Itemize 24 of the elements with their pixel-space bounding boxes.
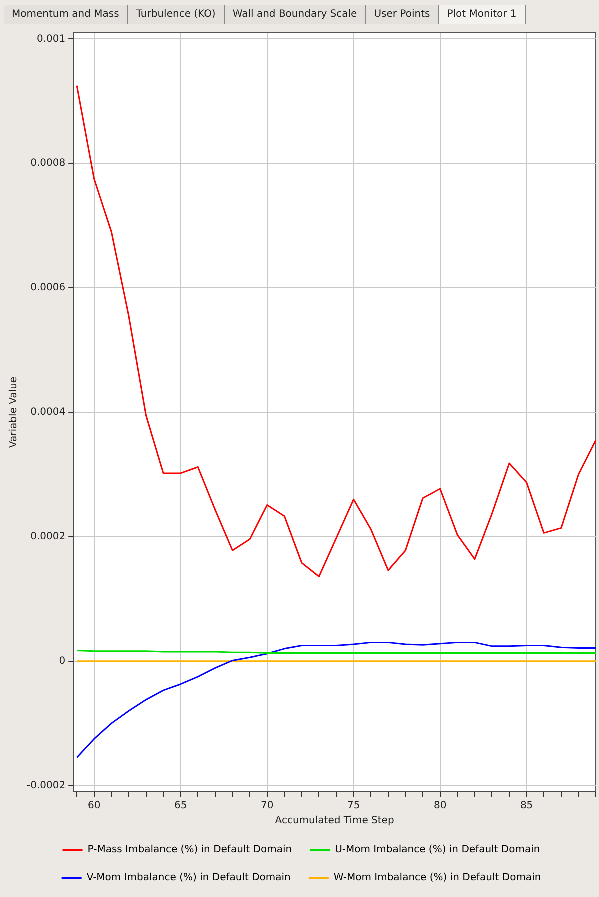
text: User Points (366, 5, 440, 24)
legend-label: P-Mass Imbalance (%) in Default Domain (88, 844, 292, 856)
text: Turbulence (KO) (128, 5, 225, 24)
y-tick-label: 0.0008 (30, 158, 66, 170)
x-tick-label: 70 (260, 800, 274, 812)
x-tick-label: 60 (88, 800, 101, 812)
y-tick-label: 0.0004 (30, 407, 66, 418)
y-tick-label: -0.0002 (26, 780, 66, 792)
y-tick-label: 0.0002 (30, 532, 66, 543)
y-tick-label: 0.0006 (30, 282, 66, 294)
x-tick-label: 75 (347, 800, 360, 812)
x-axis-title: Accumulated Time Step (275, 816, 394, 827)
x-tick-label: 85 (520, 800, 534, 812)
y-tick-label: 0.001 (36, 34, 66, 45)
legend-label: V-Mom Imbalance (%) in Default Domain (86, 872, 291, 884)
x-tick-label: 80 (434, 800, 447, 812)
y-axis-title: Variable Value (8, 376, 20, 448)
x-tick-label: 65 (174, 800, 188, 812)
legend-label: U-Mom Imbalance (%) in Default Domain (335, 844, 540, 856)
text: Plot Monitor 1 (439, 5, 526, 24)
text: Wall and Boundary Scale (224, 5, 366, 24)
y-tick-label: 0 (59, 656, 66, 667)
legend-label: W-Mom Imbalance (%) in Default Domain (334, 872, 542, 884)
text: Momentum and Mass (4, 5, 128, 24)
